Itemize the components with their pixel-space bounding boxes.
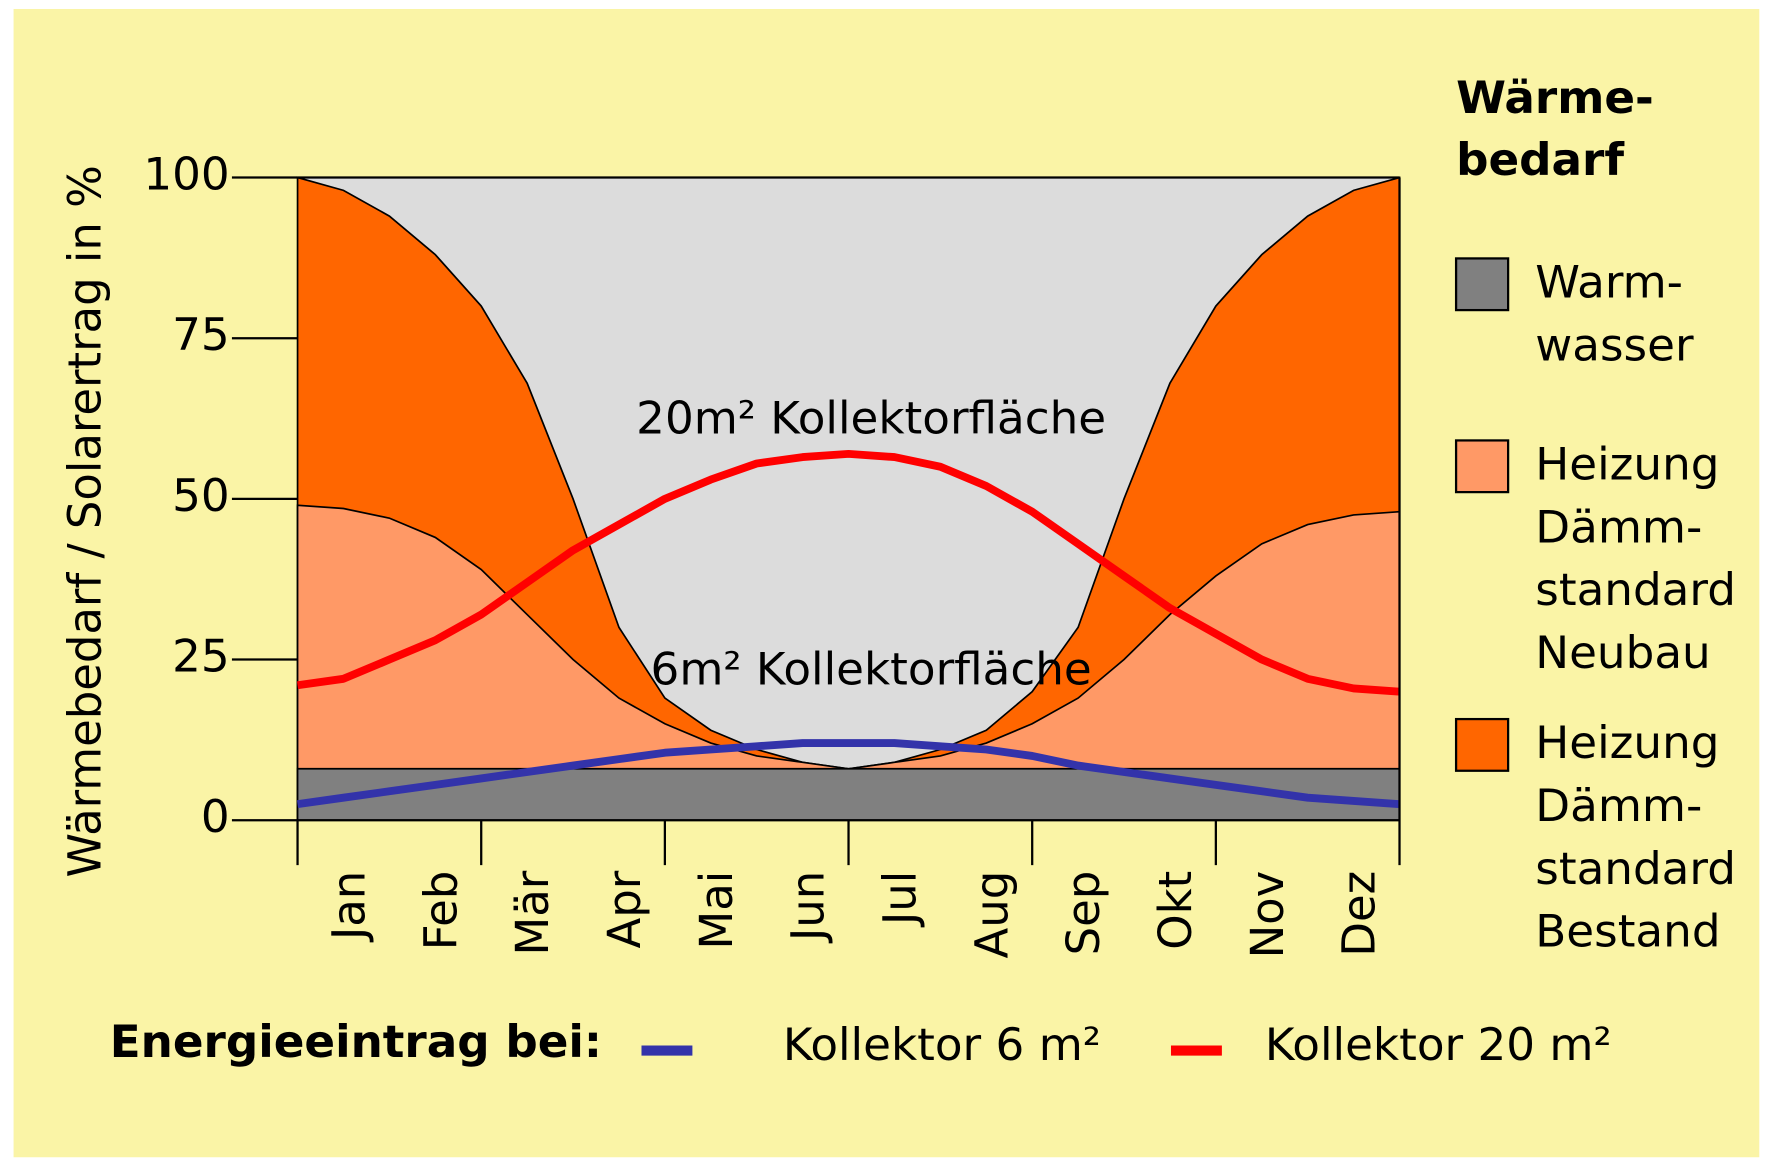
x-tick-label: Mär (506, 870, 559, 955)
legend-label: Kollektor 6 m² (783, 1018, 1101, 1071)
y-tick-label: 50 (172, 469, 230, 522)
x-tick-label: Feb (414, 871, 467, 951)
y-tick-label: 75 (172, 308, 230, 361)
legend-label: standard (1535, 842, 1736, 895)
legend-label: Dämm- (1535, 500, 1702, 553)
x-tick-label: Mai (690, 871, 743, 950)
x-tick-label: Jul (873, 871, 926, 928)
line (296, 739, 1400, 809)
legend-title: bedarf (1456, 133, 1625, 186)
legend-label: Dämm- (1535, 779, 1702, 832)
legend-label: Warm- (1535, 255, 1683, 308)
x-tick-label: Sep (1057, 871, 1110, 956)
legend-label: Kollektor 20 m² (1265, 1018, 1612, 1071)
legend-title: Wärme- (1456, 71, 1654, 124)
legend-swatch (1454, 439, 1510, 494)
legend-title: Energieeintrag bei: (110, 1015, 602, 1068)
annotation: 6m² Kollektorfläche (651, 642, 1092, 695)
legend-label: standard (1535, 563, 1736, 616)
annotation: 20m² Kollektorfläche (636, 392, 1106, 445)
area (296, 767, 1401, 822)
y-tick-label: 25 (172, 630, 230, 683)
x-tick-label: Jan (322, 871, 375, 943)
area (296, 504, 1401, 822)
y-axis-label: Wärmebedarf / Solarertrag in % (58, 165, 111, 877)
x-tick-label: Okt (1149, 871, 1202, 950)
legend-swatch (1454, 717, 1510, 772)
line (296, 449, 1400, 696)
x-tick-label: Nov (1241, 871, 1294, 959)
legend-label: Neubau (1535, 626, 1710, 679)
y-tick-label: 100 (143, 148, 229, 201)
legend-label: Heizung (1535, 438, 1719, 491)
legend-label: wasser (1535, 318, 1694, 371)
x-tick-label: Dez (1333, 871, 1386, 957)
legend-label: Bestand (1535, 905, 1720, 958)
x-tick-label: Jun (782, 871, 835, 944)
x-tick-label: Apr (598, 870, 651, 948)
legend-swatch (1454, 257, 1510, 312)
y-tick-label: 0 (201, 790, 230, 843)
legend-label: Heizung (1535, 716, 1719, 769)
x-tick-label: Aug (965, 871, 1018, 959)
